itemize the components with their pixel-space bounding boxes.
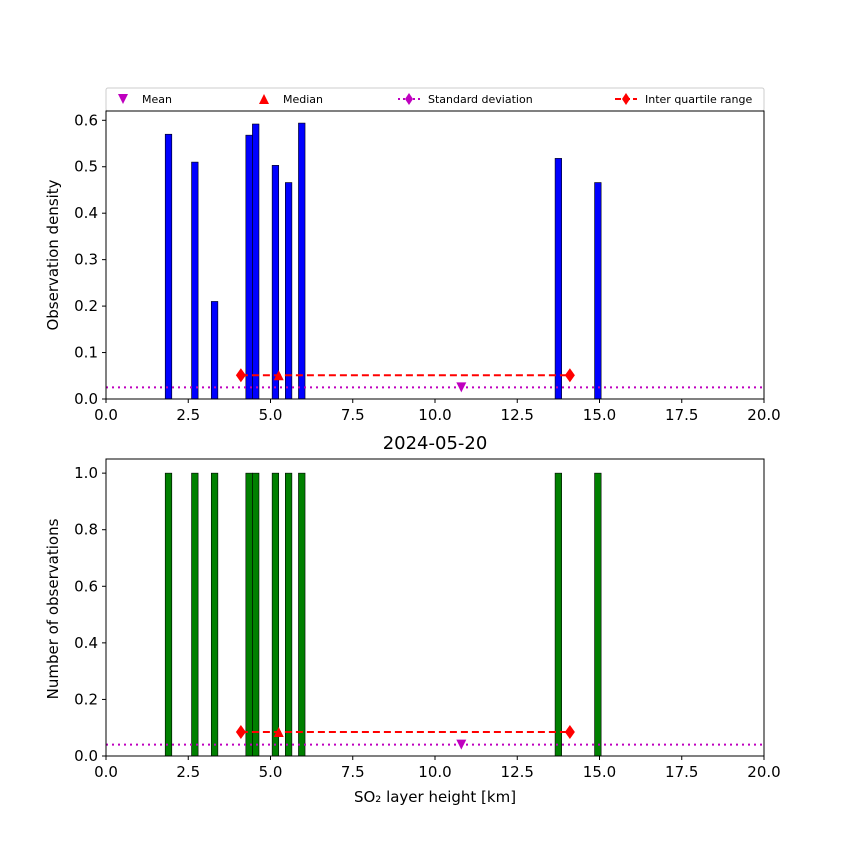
density-x-tick-label: 7.5 (341, 406, 365, 424)
legend-label: Standard deviation (428, 93, 533, 106)
density-bar (252, 123, 260, 400)
legend-marker-triangle-up (259, 94, 269, 104)
density-x-tick-label: 2.5 (176, 406, 200, 424)
count-y-tick-label: 0.4 (74, 634, 98, 652)
density-bar (245, 134, 253, 400)
legend-marker-triangle-down (118, 94, 128, 104)
density-bar (210, 301, 219, 400)
legend-label: Inter quartile range (645, 93, 752, 106)
density-mean-marker (456, 382, 467, 393)
legend-item-mean: Mean (118, 93, 172, 106)
density-y-tick-label: 0.5 (74, 158, 98, 176)
count-median-marker (273, 726, 284, 737)
density-y-tick-label: 0.3 (74, 251, 98, 269)
count-x-tick-label: 17.5 (665, 763, 698, 781)
legend-marker-diamond (622, 93, 630, 105)
legend: Mean Median Standard deviation Inter quarti… (105, 87, 765, 112)
density-bar (271, 165, 280, 400)
count-x-tick-label: 10.0 (418, 763, 451, 781)
density-bar (554, 158, 562, 400)
count-bar (285, 472, 293, 757)
count-bar (298, 472, 306, 757)
count-x-tick-label: 7.5 (341, 763, 365, 781)
density-y-tick-label: 0.4 (74, 204, 98, 222)
density-median-marker (273, 370, 284, 381)
density-y-tick-label: 0.2 (74, 297, 98, 315)
legend-label: Median (283, 93, 323, 106)
density-y-tick-label: 0.1 (74, 344, 98, 362)
count-x-tick-label: 0.0 (94, 763, 118, 781)
count-x-tick-label: 5.0 (259, 763, 283, 781)
legend-item-inter-quartile-range: Inter quartile range (615, 93, 752, 106)
count-bar (191, 472, 199, 757)
count-iqr-marker (235, 724, 246, 739)
density-y-tick-label: 0.6 (74, 111, 98, 129)
count-y-axis-label: Number of observations (44, 518, 62, 699)
count-x-tick-label: 20.0 (747, 763, 780, 781)
count-bar (245, 472, 253, 757)
density-panel: 0.0 2.5 5.0 7.5 10.0 12.5 15.0 17.5 20.0 0.0 0.1 0.… (44, 110, 781, 424)
count-bar (252, 472, 260, 757)
density-bar (191, 161, 199, 400)
density-x-tick-label: 12.5 (501, 406, 534, 424)
count-y-tick-label: 0.2 (74, 690, 98, 708)
legend-item-median: Median (259, 93, 323, 106)
density-y-tick-label: 0.0 (74, 390, 98, 408)
count-mean-marker (456, 739, 467, 750)
count-y-tick-label: 0.6 (74, 577, 98, 595)
count-x-tick-label: 2.5 (176, 763, 200, 781)
legend-label: Mean (142, 93, 172, 106)
count-panel: 2024-05-20 0.0 2.5 5.0 7.5 10.0 12.5 15.0 17.5 2… (44, 433, 781, 806)
count-iqr-marker (564, 724, 575, 739)
density-x-tick-label: 10.0 (418, 406, 451, 424)
x-axis-label: SO₂ layer height [km] (354, 788, 516, 806)
count-x-tick-label: 15.0 (583, 763, 616, 781)
count-bar (594, 472, 602, 757)
density-bar (594, 182, 602, 400)
count-panel-title: 2024-05-20 (383, 433, 488, 454)
density-x-tick-label: 20.0 (747, 406, 780, 424)
density-iqr-marker (235, 368, 246, 383)
legend-marker-diamond (405, 93, 413, 105)
density-x-tick-label: 5.0 (259, 406, 283, 424)
density-bar (298, 122, 306, 400)
count-bar (210, 472, 219, 757)
count-y-tick-label: 0.0 (74, 747, 98, 765)
count-bar (554, 472, 562, 757)
count-bar (164, 472, 173, 757)
density-x-tick-label: 17.5 (665, 406, 698, 424)
density-bar (285, 182, 293, 400)
density-x-tick-label: 0.0 (94, 406, 118, 424)
count-y-tick-label: 0.8 (74, 521, 98, 539)
legend-item-standard-deviation: Standard deviation (398, 93, 533, 106)
count-x-tick-label: 12.5 (501, 763, 534, 781)
count-y-tick-label: 1.0 (74, 464, 98, 482)
count-bar (271, 472, 280, 757)
density-y-axis-label: Observation density (44, 179, 62, 330)
density-x-tick-label: 15.0 (583, 406, 616, 424)
density-iqr-marker (564, 368, 575, 383)
density-bar (164, 133, 173, 400)
